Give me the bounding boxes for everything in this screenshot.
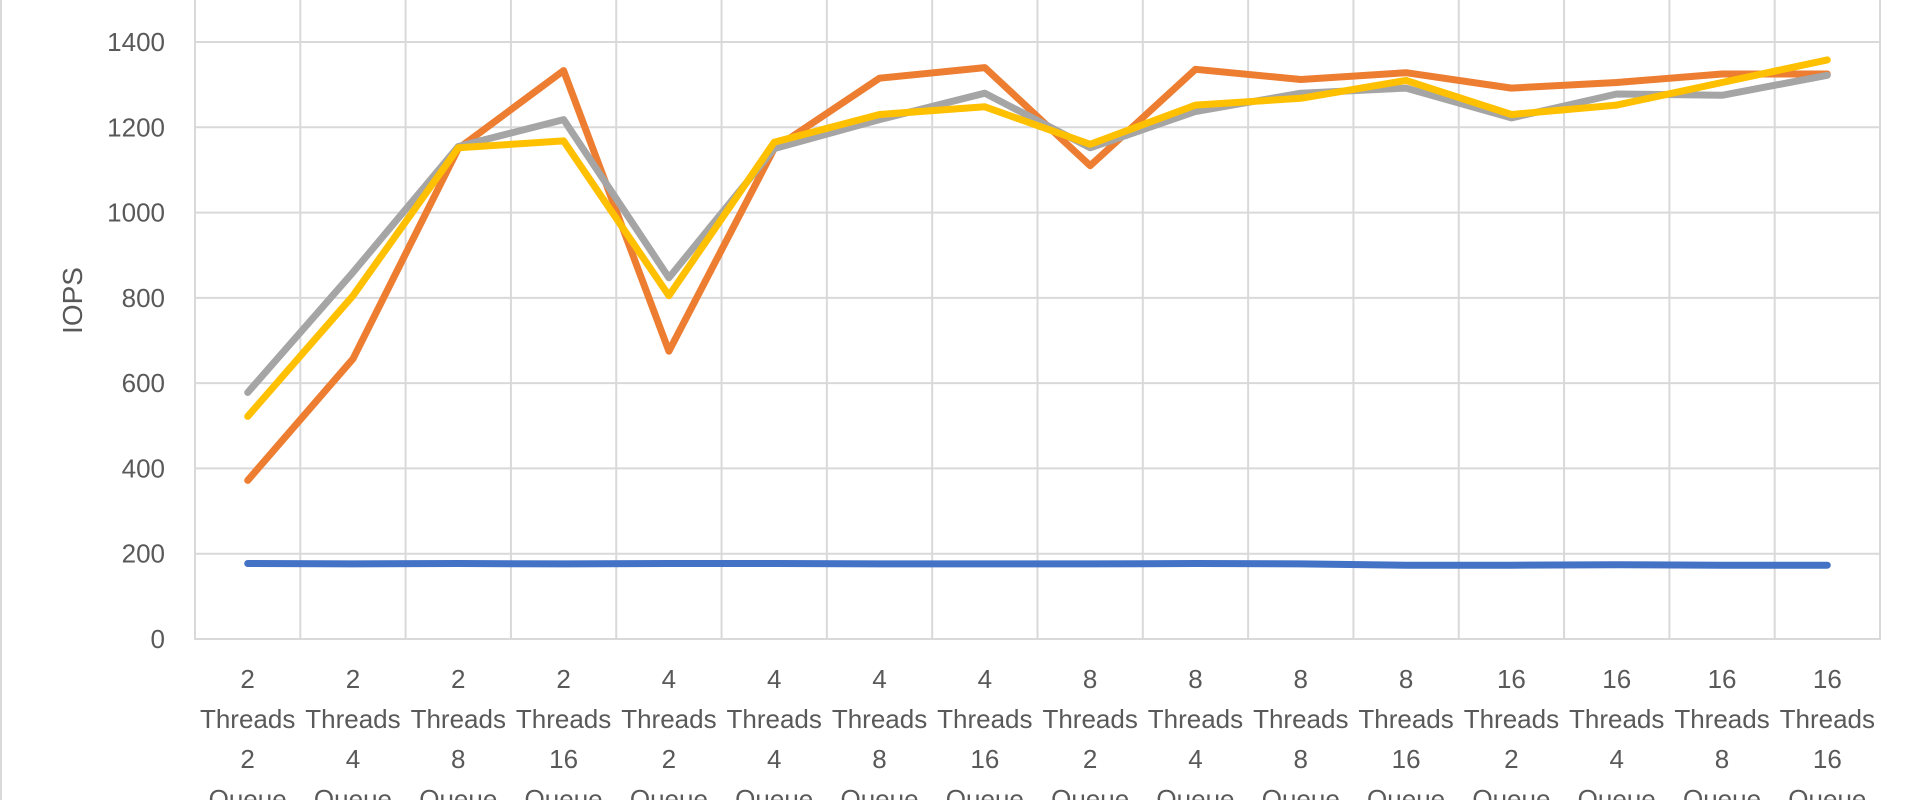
x-tick-label-line: Queue bbox=[840, 784, 918, 800]
x-tick-label-line: Threads bbox=[200, 704, 295, 734]
x-tick-label-line: 4 bbox=[978, 664, 992, 694]
series-line-4 bbox=[244, 56, 1831, 420]
x-tick-label-line: Threads bbox=[516, 704, 611, 734]
y-tick-label: 1200 bbox=[107, 112, 165, 142]
x-tick-label-line: Threads bbox=[937, 704, 1032, 734]
x-tick-label: 16 Threads 4 Queue bbox=[1569, 664, 1664, 800]
x-tick-label: 2 Threads 2 Queue bbox=[200, 664, 295, 800]
x-tick-label-line: 4 bbox=[346, 744, 360, 774]
x-tick-label-line: 8 bbox=[872, 744, 886, 774]
x-tick-label: 8 Threads 8 Queue bbox=[1253, 664, 1348, 800]
y-tick-label: 0 bbox=[151, 624, 165, 654]
x-tick-label-line: 2 bbox=[662, 744, 676, 774]
x-tick-label-line: Threads bbox=[832, 704, 927, 734]
y-tick-label: 400 bbox=[122, 453, 165, 483]
x-tick-label-line: Queue bbox=[419, 784, 497, 800]
x-tick-label-line: Queue bbox=[1472, 784, 1550, 800]
x-tick-label-line: Threads bbox=[1569, 704, 1664, 734]
y-tick-label: 800 bbox=[122, 283, 165, 313]
x-tick-label-line: 2 bbox=[451, 664, 465, 694]
x-tick-label-line: 16 bbox=[1497, 664, 1526, 694]
x-tick-label-line: 16 bbox=[1813, 744, 1842, 774]
x-tick-label: 8 Threads 16 Queue bbox=[1358, 664, 1453, 800]
y-axis-title: IOPS bbox=[57, 267, 88, 334]
x-tick-label-line: Threads bbox=[1780, 704, 1875, 734]
x-tick-label-line: Queue bbox=[946, 784, 1024, 800]
x-tick-label-line: Queue bbox=[1683, 784, 1761, 800]
x-tick-label-line: Threads bbox=[305, 704, 400, 734]
x-tick-label-line: 8 bbox=[451, 744, 465, 774]
x-tick-label: 8 Threads 2 Queue bbox=[1042, 664, 1137, 800]
x-tick-label-line: 16 bbox=[1392, 744, 1421, 774]
x-tick-label-line: Queue bbox=[1262, 784, 1340, 800]
y-tick-label: 1400 bbox=[107, 27, 165, 57]
x-tick-label-line: 2 bbox=[1504, 744, 1518, 774]
x-tick-label-line: Queue bbox=[1367, 784, 1445, 800]
x-tick-label: 16 Threads 8 Queue bbox=[1674, 664, 1769, 800]
x-tick-label-line: 8 bbox=[1294, 744, 1308, 774]
y-tick-label: 1000 bbox=[107, 198, 165, 228]
x-tick-label-line: 4 bbox=[872, 664, 886, 694]
x-tick-label-line: Threads bbox=[1253, 704, 1348, 734]
series-line-1 bbox=[244, 560, 1831, 569]
x-tick-label-line: Queue bbox=[1051, 784, 1129, 800]
x-tick-label-line: 16 bbox=[1813, 664, 1842, 694]
x-tick-label-line: Queue bbox=[630, 784, 708, 800]
series-lines bbox=[244, 56, 1831, 569]
y-tick-label: 200 bbox=[122, 539, 165, 569]
x-tick-label-line: Queue bbox=[735, 784, 813, 800]
x-tick-label-line: Threads bbox=[727, 704, 822, 734]
x-tick-label-line: 8 bbox=[1715, 744, 1729, 774]
x-tick-label-line: 16 bbox=[970, 744, 999, 774]
x-tick-label-line: 8 bbox=[1399, 664, 1413, 694]
x-tick-label: 2 Threads 4 Queue bbox=[305, 664, 400, 800]
x-tick-label: 16 Threads 2 Queue bbox=[1464, 664, 1559, 800]
x-tick-label-line: 2 bbox=[346, 664, 360, 694]
x-tick-label-line: 16 bbox=[1602, 664, 1631, 694]
x-tick-label-line: 4 bbox=[1188, 744, 1202, 774]
x-tick-label-line: Queue bbox=[1578, 784, 1656, 800]
x-tick-label: 4 Threads 4 Queue bbox=[727, 664, 822, 800]
y-tick-label: 600 bbox=[122, 368, 165, 398]
x-tick-label-line: Queue bbox=[1156, 784, 1234, 800]
x-axis-tick-labels: 2 Threads 2 Queue 2 Threads 4 Queue 2 Threads 8 Que… bbox=[200, 664, 1875, 800]
x-tick-label-line: 2 bbox=[556, 664, 570, 694]
x-tick-label-line: 2 bbox=[240, 744, 254, 774]
x-tick-label: 16 Threads 16 Queue bbox=[1780, 664, 1875, 800]
x-tick-label-line: 4 bbox=[767, 664, 781, 694]
x-tick-label-line: Threads bbox=[621, 704, 716, 734]
x-tick-label-line: Queue bbox=[209, 784, 287, 800]
x-tick-label-line: 8 bbox=[1188, 664, 1202, 694]
x-tick-label-line: 16 bbox=[1708, 664, 1737, 694]
x-tick-label-line: Threads bbox=[1464, 704, 1559, 734]
x-tick-label: 4 Threads 8 Queue bbox=[832, 664, 927, 800]
x-tick-label: 4 Threads 2 Queue bbox=[621, 664, 716, 800]
x-tick-label-line: 16 bbox=[549, 744, 578, 774]
x-tick-label-line: Threads bbox=[411, 704, 506, 734]
x-tick-label-line: Threads bbox=[1148, 704, 1243, 734]
x-tick-label-line: 2 bbox=[1083, 744, 1097, 774]
x-tick-label-line: Queue bbox=[314, 784, 392, 800]
x-tick-label-line: Threads bbox=[1674, 704, 1769, 734]
x-tick-label-line: Queue bbox=[525, 784, 603, 800]
x-tick-label: 2 Threads 8 Queue bbox=[411, 664, 506, 800]
x-tick-label-line: 8 bbox=[1294, 664, 1308, 694]
x-tick-label-line: 8 bbox=[1083, 664, 1097, 694]
series-line-3 bbox=[244, 71, 1831, 396]
x-tick-label-line: Threads bbox=[1042, 704, 1137, 734]
x-tick-label-line: Queue bbox=[1788, 784, 1866, 800]
x-tick-label: 2 Threads 16 Queue bbox=[516, 664, 611, 800]
y-axis-tick-labels: 0 200 400 600 800 1000 1200 1400 bbox=[107, 27, 165, 654]
x-tick-label-line: Threads bbox=[1358, 704, 1453, 734]
x-tick-label: 8 Threads 4 Queue bbox=[1148, 664, 1243, 800]
x-tick-label-line: 4 bbox=[767, 744, 781, 774]
x-tick-label: 4 Threads 16 Queue bbox=[937, 664, 1032, 800]
x-tick-label-line: 2 bbox=[240, 664, 254, 694]
x-tick-label-line: 4 bbox=[662, 664, 676, 694]
x-tick-label-line: 4 bbox=[1609, 744, 1623, 774]
